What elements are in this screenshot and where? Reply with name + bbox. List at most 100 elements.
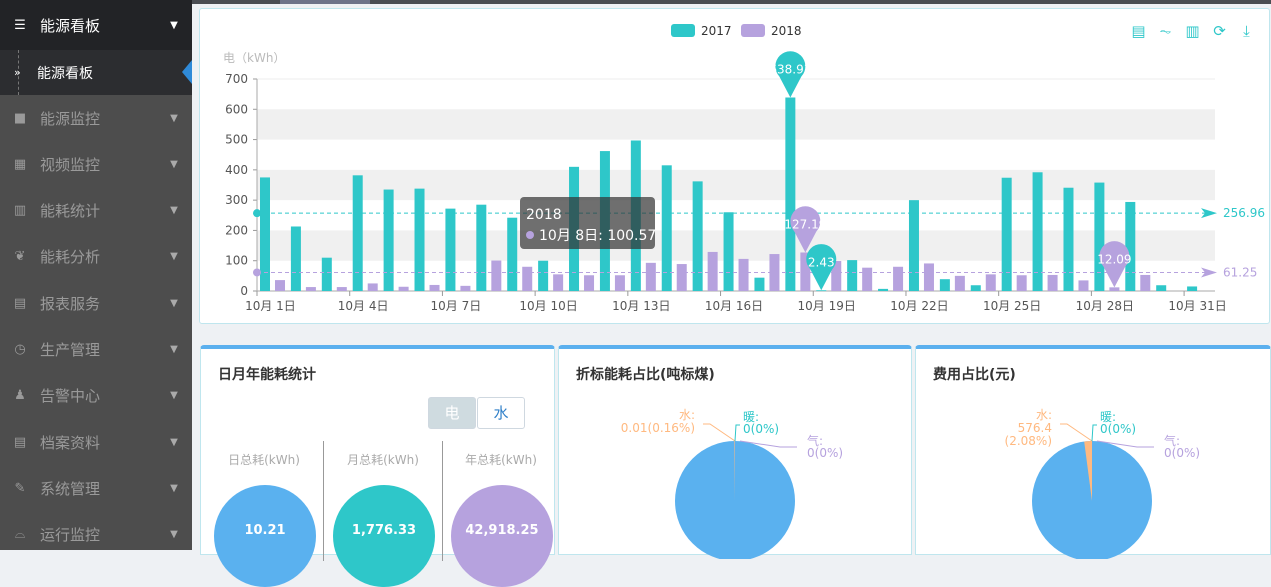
legend-label[interactable]: 2018 [771,24,802,38]
bar-2018[interactable] [522,266,533,291]
bar-2017[interactable] [1001,177,1012,291]
y-tick-label: 0 [240,284,248,298]
bar-2017[interactable] [754,277,765,291]
bar-2018[interactable] [954,275,965,291]
bar-2018[interactable] [336,287,347,291]
tab-electricity[interactable]: 电 [428,397,476,429]
bar-2018[interactable] [923,263,934,291]
bar-2017[interactable] [383,189,394,291]
sidebar-item[interactable]: ▦ 视频监控 ▼ [0,141,192,187]
bar-2018[interactable] [1047,274,1058,291]
legend-swatch[interactable] [671,24,695,37]
bar-2018[interactable] [985,274,996,291]
daily-total-value: 10.21 [214,485,316,587]
average-label: 61.25 [1223,265,1257,279]
standard-coal-pie-panel: 折标能耗占比(吨标煤) 水: 0.01(0.16%) 暖: 0(0%) 气: 0(0%) [558,345,912,559]
x-tick-label: 10月 19日 [798,299,856,313]
bar-2018[interactable] [1016,275,1027,291]
bar-2017[interactable] [321,257,332,291]
sidebar-item[interactable]: ♟ 告警中心 ▼ [0,373,192,419]
bar-2018[interactable] [738,258,749,291]
bar-2017[interactable] [1032,172,1043,291]
restore-icon[interactable]: ⟳ [1213,22,1226,40]
bar-2018[interactable] [305,287,316,291]
bar-2017[interactable] [538,260,549,291]
sidebar-item-label: 运行监控 [40,526,101,545]
sidebar-item[interactable]: ▤ 报表服务 ▼ [0,280,192,326]
marker-pin [806,244,837,291]
bar-2017[interactable] [1094,182,1105,291]
line-chart-icon[interactable]: ⏦ [1159,22,1172,40]
legend-swatch[interactable] [741,24,765,37]
bar-2017[interactable] [970,285,981,291]
bar-2017[interactable] [414,188,425,291]
sidebar-item[interactable]: ◷ 生产管理 ▼ [0,327,192,373]
pie-slice-water[interactable] [734,441,735,501]
sidebar-item[interactable]: ▤ 档案资料 ▼ [0,419,192,465]
marker-pin [775,51,806,98]
bar-2018[interactable] [429,284,440,291]
bar-2017[interactable] [692,181,703,291]
bar-2018[interactable] [1078,280,1089,291]
sidebar-item[interactable]: ❦ 能耗分析 ▼ [0,234,192,280]
bar-2017[interactable] [908,200,919,291]
bar-2018[interactable] [707,251,718,291]
panel-title: 费用占比(元) [933,367,1016,383]
sidebar-item[interactable]: ⌓ 运行监控 ▼ [0,512,192,558]
sidebar-subitem-energy-board[interactable]: » 能源看板 [0,50,192,95]
sidebar-item[interactable]: ☰ 能源看板 ▼ [0,0,192,50]
bar-2018[interactable] [275,280,285,291]
chevron-down-icon: ▼ [170,482,178,494]
bar-2017[interactable] [260,177,270,291]
bar-2017[interactable] [352,175,363,291]
sidebar-item[interactable]: ✎ 系统管理 ▼ [0,465,192,511]
data-view-icon[interactable]: ▤ [1131,22,1146,40]
bar-chart-icon: ▥ [13,203,27,219]
sidebar-item[interactable]: ▥ 能耗统计 ▼ [0,188,192,234]
bar-chart-icon[interactable]: ▥ [1185,22,1200,40]
bar-2018[interactable] [398,286,409,291]
bar-2017[interactable] [878,288,889,291]
bar-2018[interactable] [893,266,904,291]
bar-2018[interactable] [367,283,378,291]
legend-label[interactable]: 2017 [701,24,732,38]
bar-2017[interactable] [661,165,672,291]
bar-2018[interactable] [614,275,625,291]
bar-2018[interactable] [1140,274,1151,291]
bar-2018[interactable] [1109,287,1120,291]
bar-2017[interactable] [290,226,301,291]
bar-2018[interactable] [831,261,842,291]
y-tick-label: 400 [225,163,248,177]
bar-2017[interactable] [1156,285,1167,291]
bar-2018[interactable] [800,252,811,291]
bar-2018[interactable] [769,254,780,291]
divider [323,441,324,561]
bar-2017[interactable] [507,217,518,291]
bar-2018[interactable] [491,260,502,291]
pie-slice-water[interactable] [1084,441,1092,501]
bar-2017[interactable] [476,204,487,291]
bar-2018[interactable] [862,267,873,291]
tab-water[interactable]: 水 [477,397,525,429]
bar-2017[interactable] [1187,286,1198,291]
bar-2017[interactable] [785,97,796,291]
active-indicator [182,60,192,84]
bar-2017[interactable] [723,212,734,291]
bar-2017[interactable] [1125,201,1136,291]
sidebar-item[interactable]: ■ 能源监控 ▼ [0,95,192,141]
bar-chart: 0 100 200 300 400 500 600 700 电（kWh） 10月 1日 10月 4日… [223,24,1265,313]
sidebar-item-label: 视频监控 [40,155,101,174]
download-icon[interactable]: ⤓ [1243,22,1250,40]
x-tick-label: 10月 13日 [612,299,670,313]
top-tab[interactable] [280,0,370,4]
bar-2017[interactable] [847,260,858,291]
bar-2018[interactable] [584,275,595,291]
bar-2017[interactable] [445,208,456,291]
bar-2018[interactable] [676,264,687,291]
bar-2018[interactable] [645,262,656,291]
bar-2018[interactable] [460,285,471,291]
bar-2017[interactable] [816,290,827,292]
bar-2017[interactable] [1063,187,1074,291]
bar-2018[interactable] [553,274,564,291]
bar-2017[interactable] [939,279,950,291]
